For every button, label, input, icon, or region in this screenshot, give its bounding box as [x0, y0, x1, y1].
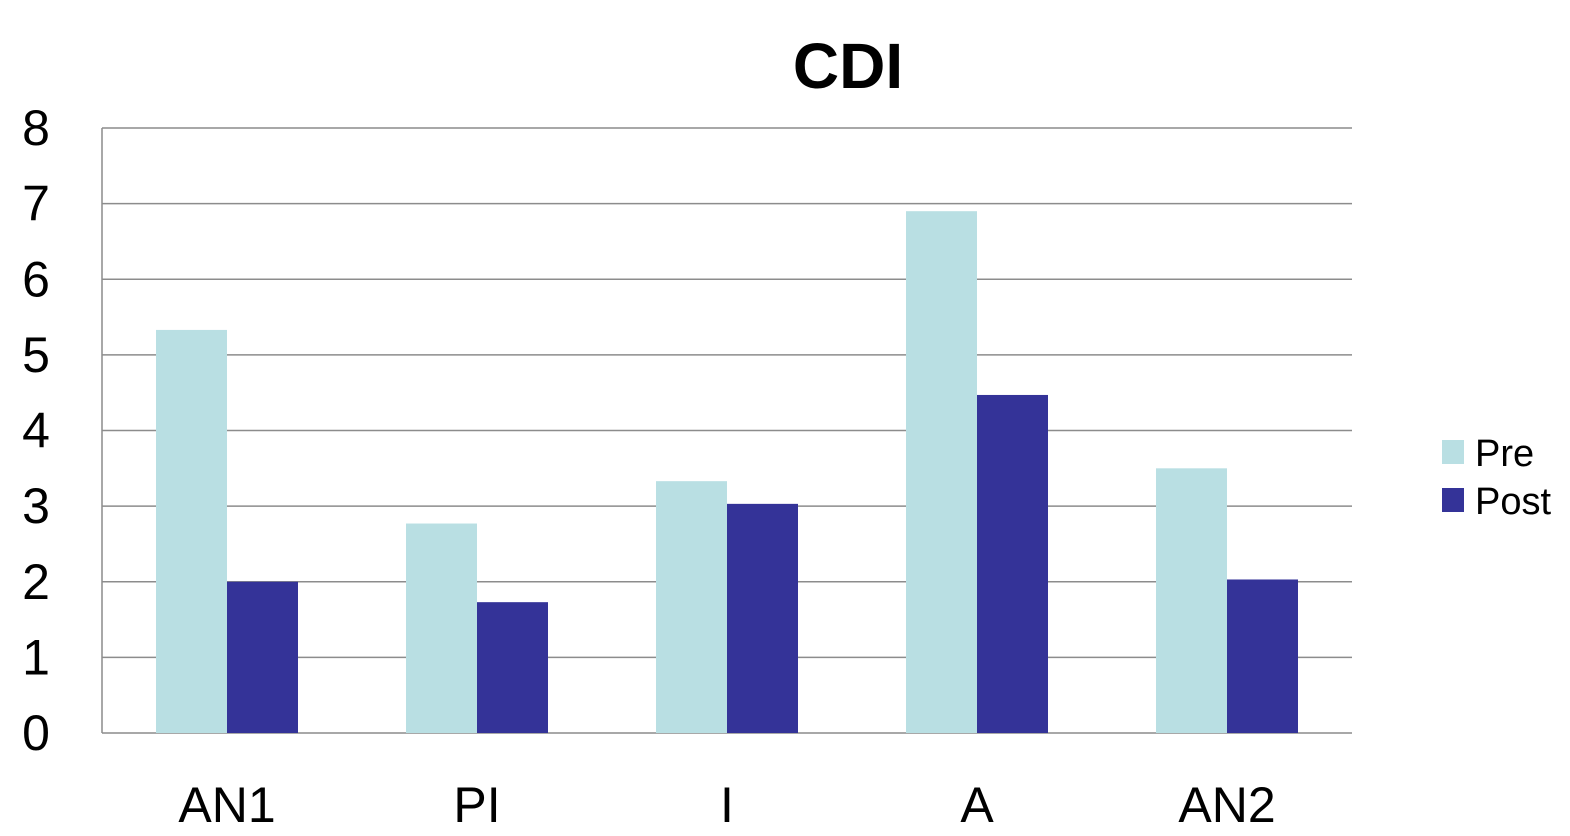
y-tick-label: 0	[22, 705, 50, 761]
legend-swatch-post	[1442, 488, 1464, 512]
x-category-label: A	[960, 777, 994, 831]
x-category-label: AN1	[178, 777, 275, 831]
legend-swatch-pre	[1442, 440, 1464, 464]
y-tick-label: 4	[22, 403, 50, 459]
x-axis-category-labels: AN1 PI I A AN2	[178, 777, 1275, 833]
x-category-label: I	[720, 777, 734, 831]
y-tick-label: 7	[22, 176, 50, 232]
bars	[156, 211, 1298, 733]
bar-post-an2	[1227, 579, 1298, 733]
x-category-label: AN2	[1178, 777, 1275, 831]
y-tick-label: 5	[22, 327, 50, 383]
y-tick-label: 3	[22, 478, 50, 534]
bar-pre-pi	[406, 523, 477, 733]
y-axis-tick-labels: 0 1 2 3 4 5 6 7 8	[22, 100, 50, 761]
gridlines	[101, 127, 1352, 734]
bar-post-pi	[477, 602, 548, 733]
legend-label-pre: Pre	[1475, 433, 1534, 475]
y-tick-label: 1	[22, 629, 50, 685]
bar-pre-an2	[1156, 468, 1227, 733]
bar-pre-a	[906, 211, 977, 733]
y-tick-label: 8	[22, 100, 50, 156]
bar-post-an1	[227, 581, 298, 733]
bar-pre-an1	[156, 329, 227, 733]
bar-post-a	[977, 394, 1048, 733]
x-category-label: PI	[453, 777, 500, 831]
y-tick-label: 2	[22, 554, 50, 610]
legend: Pre Post	[1442, 433, 1551, 523]
legend-label-post: Post	[1475, 481, 1551, 523]
y-tick-label: 6	[22, 251, 50, 307]
bar-post-i	[727, 503, 798, 733]
bar-pre-i	[656, 481, 727, 733]
chart-title: CDI	[793, 30, 903, 102]
